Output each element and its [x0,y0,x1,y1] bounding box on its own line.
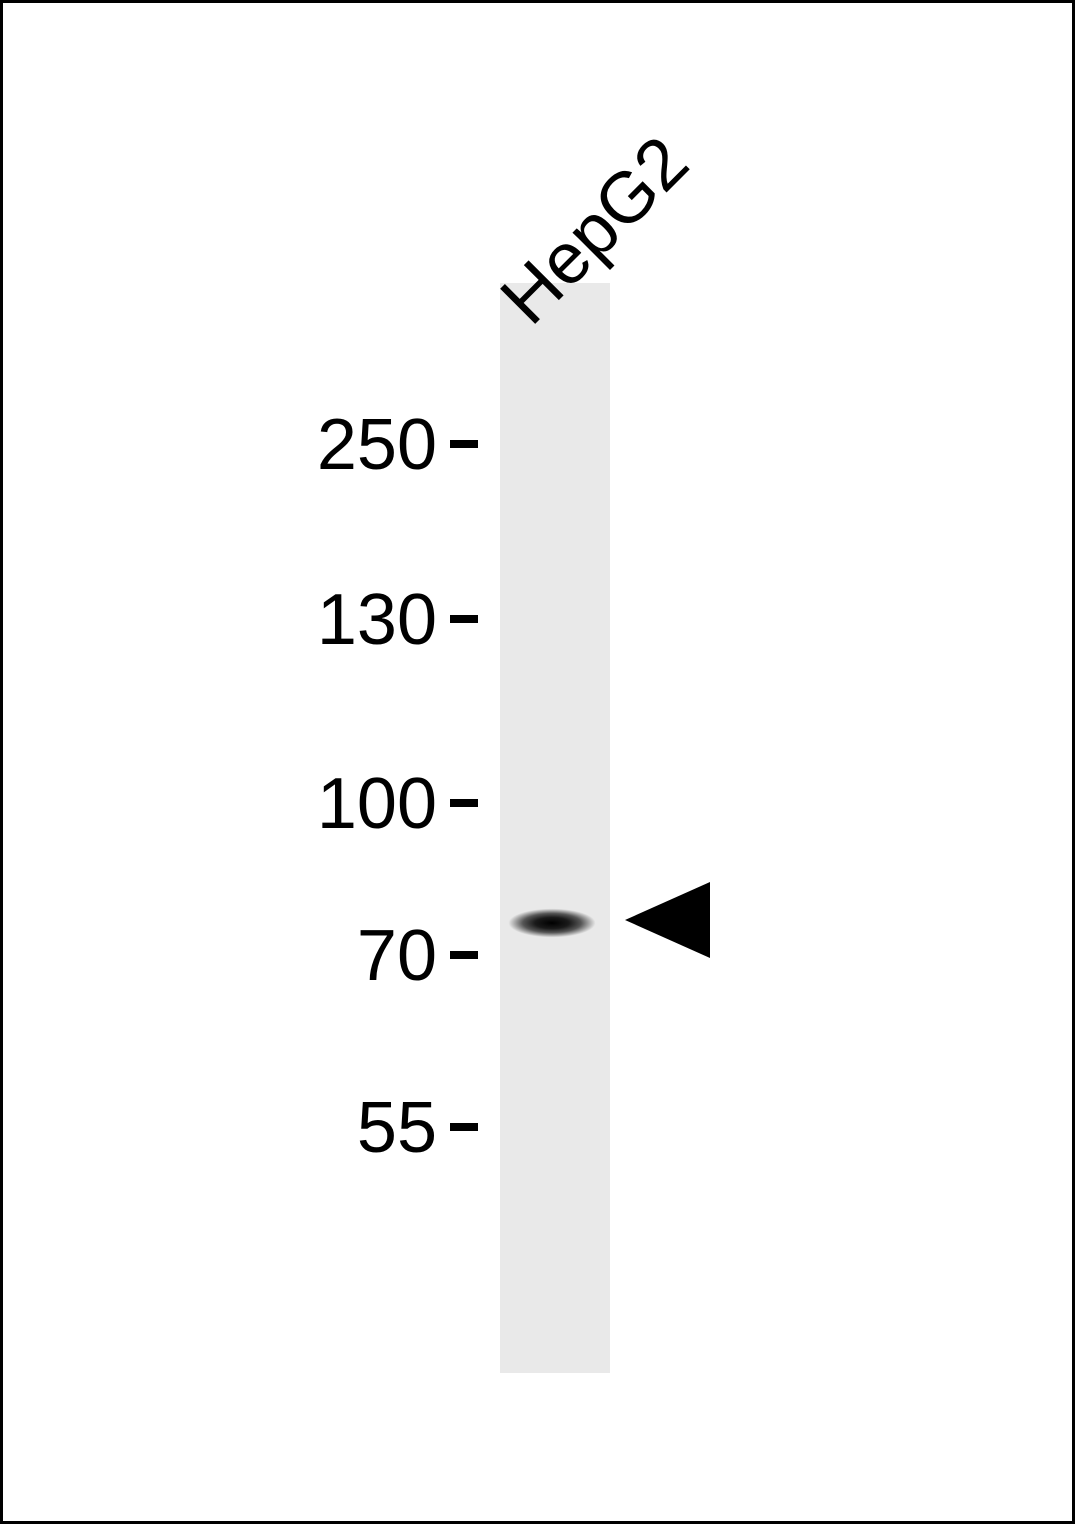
mw-label-55: 55 [357,1087,437,1169]
mw-label-100: 100 [317,763,437,845]
band-pointer-icon [625,882,710,958]
mw-tick-55 [450,1123,478,1131]
mw-tick-70 [450,951,478,959]
mw-label-70: 70 [357,915,437,997]
mw-label-250: 250 [317,404,437,486]
lane-strip-hepg2 [500,283,610,1373]
mw-tick-130 [450,615,478,623]
western-blot-figure: HepG2 2501301007055 [0,0,1075,1524]
protein-band-0 [508,907,596,939]
mw-label-130: 130 [317,579,437,661]
mw-tick-100 [450,799,478,807]
mw-tick-250 [450,440,478,448]
